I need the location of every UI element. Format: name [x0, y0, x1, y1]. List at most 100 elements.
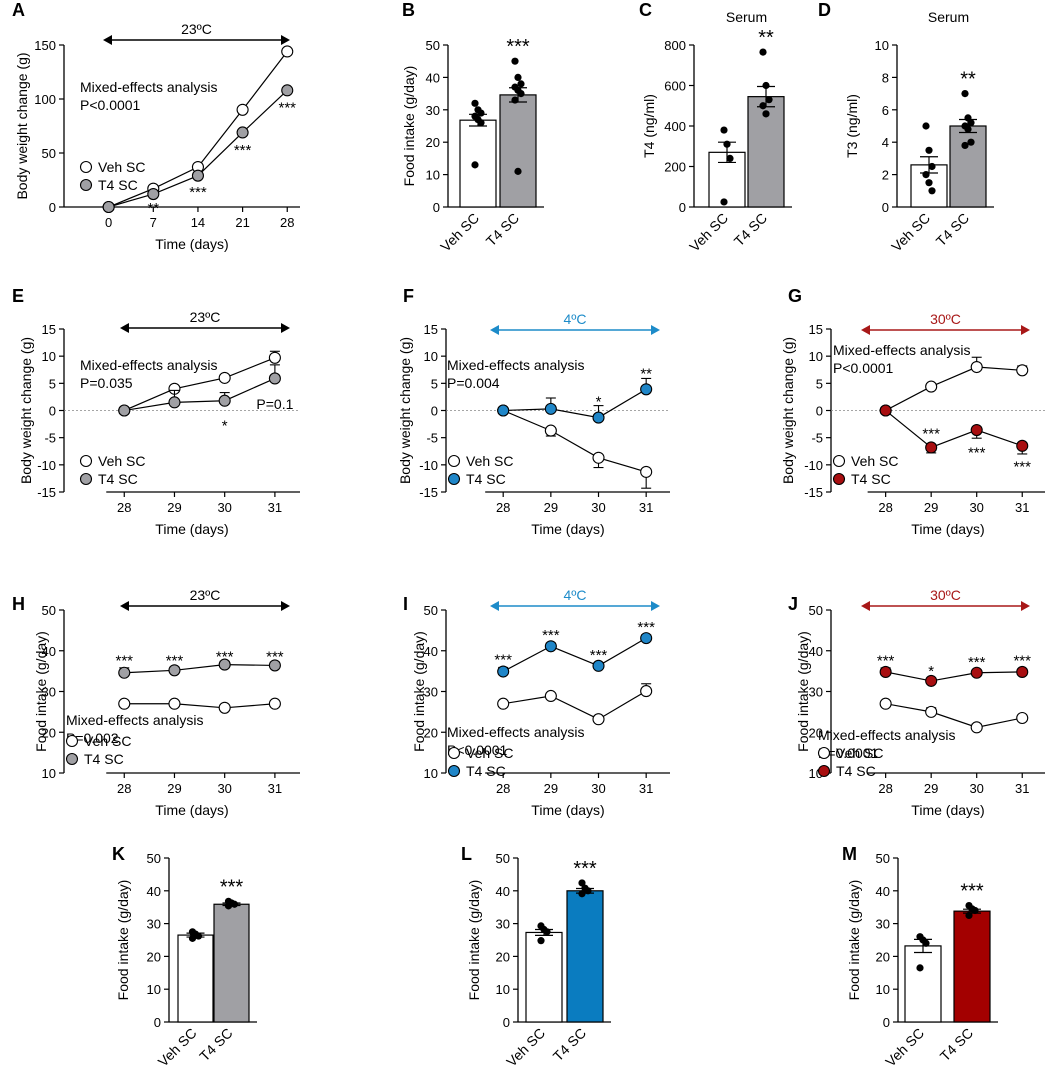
p-value-note: P=0.1 — [256, 396, 293, 412]
panel-title: Serum — [928, 9, 969, 25]
data-point — [268, 697, 281, 710]
stats-test-label: Mixed-effects analysis — [833, 342, 970, 358]
panel-F: F -15 -10 -5 0 5 10 15 28 29 30 31 Time (days) Body w… — [397, 286, 670, 537]
series-veh — [497, 404, 653, 489]
bar — [904, 945, 942, 1023]
x-tick-label: 30 — [591, 781, 605, 796]
x-tick-label: Veh SC — [888, 210, 933, 255]
y-tick-label: 50 — [809, 603, 823, 618]
bar-group-veh: Veh SC — [155, 928, 214, 1070]
y-tick-label: 30 — [42, 685, 56, 700]
legend-label-veh: Veh SC — [98, 159, 145, 175]
legend-marker-t4 — [79, 472, 93, 486]
x-tick-label: 7 — [150, 215, 157, 230]
data-point — [168, 396, 181, 409]
x-tick-label: 28 — [117, 500, 131, 515]
data-point — [970, 424, 983, 437]
legend-label-veh: Veh SC — [851, 453, 898, 469]
data-point — [497, 697, 510, 710]
data-point — [925, 674, 938, 687]
x-tick-label: Veh SC — [882, 1025, 927, 1070]
arrow-head — [120, 323, 129, 333]
data-point — [592, 659, 605, 672]
data-point — [970, 666, 983, 679]
individual-point — [471, 161, 479, 169]
y-tick-label: 50 — [496, 851, 510, 866]
significance-marker: *** — [220, 876, 244, 898]
data-point — [281, 45, 294, 58]
individual-point — [720, 126, 728, 134]
stats-test-label: Mixed-effects analysis — [80, 357, 217, 373]
data-point — [925, 705, 938, 718]
x-axis-title: Time (days) — [155, 802, 228, 818]
data-point — [236, 103, 249, 116]
significance-marker: * — [222, 418, 228, 435]
panel-G: G -15 -10 -5 0 5 10 15 28 29 30 31 Time (days) Body w… — [780, 286, 1045, 537]
x-tick-label: Veh SC — [503, 1025, 548, 1070]
y-tick-label: 0 — [49, 404, 56, 419]
panel-K: K 0 10 20 30 40 50 Food intake (g/day) Veh SCT4 … — [112, 844, 257, 1070]
temperature-label: 30ºC — [930, 587, 961, 603]
panel-label: H — [12, 594, 25, 614]
stats-p-value: P=0.035 — [80, 375, 133, 391]
temperature-arrow: 23ºC — [120, 309, 290, 333]
data-point — [640, 632, 653, 645]
legend-label-t4: T4 SC — [836, 763, 876, 779]
individual-point — [578, 890, 586, 898]
legend-label-veh: Veh SC — [98, 453, 145, 469]
bar — [499, 94, 537, 208]
stats-test-label: Mixed-effects analysis — [818, 727, 955, 743]
panel-label: A — [12, 0, 25, 20]
individual-point — [578, 879, 586, 887]
significance-marker: *** — [1013, 458, 1031, 475]
y-tick-label: 50 — [424, 603, 438, 618]
y-tick-label: 10 — [876, 982, 890, 997]
legend-label-t4: T4 SC — [466, 471, 506, 487]
y-axis-title: Food intake (g/day) — [115, 880, 131, 1001]
individual-point — [964, 125, 972, 133]
x-tick-label: T4 SC — [483, 210, 522, 249]
individual-point — [961, 141, 969, 150]
y-tick-label: 50 — [42, 603, 56, 618]
y-tick-label: 20 — [809, 725, 823, 740]
legend-marker-veh — [832, 454, 846, 468]
individual-point — [925, 146, 933, 154]
series-line — [502, 409, 647, 473]
data-point — [268, 372, 281, 385]
legend-label-veh: Veh SC — [836, 745, 883, 761]
individual-point — [961, 90, 969, 98]
panel-B: B 0 10 20 30 40 50 Food intake (g/day) Veh SC T4 … — [401, 0, 544, 255]
panel-I: I 10 20 30 40 50 28 29 30 31 Time (days) Food intak… — [403, 587, 670, 818]
legend-label-t4: T4 SC — [466, 763, 506, 779]
panel-H: H 10 20 30 40 50 28 29 30 31 Time (days) Food intak… — [12, 587, 300, 818]
individual-point — [471, 99, 479, 107]
x-tick-label: 31 — [639, 500, 653, 515]
series-line — [502, 637, 647, 673]
y-tick-label: 30 — [809, 685, 823, 700]
y-tick-label: -15 — [37, 485, 56, 500]
data-point — [118, 666, 131, 679]
individual-point — [916, 964, 924, 972]
legend-marker-t4 — [817, 764, 831, 778]
individual-point — [477, 119, 485, 127]
y-tick-label: 30 — [147, 917, 161, 932]
bar — [953, 910, 991, 1023]
data-point — [118, 404, 131, 417]
x-tick-label: 28 — [117, 781, 131, 796]
series-line — [885, 703, 1023, 728]
x-tick-label: 30 — [969, 781, 983, 796]
y-tick-label: 6 — [882, 103, 889, 118]
y-tick-label: 0 — [49, 200, 56, 215]
y-tick-label: 50 — [42, 146, 56, 161]
individual-point — [971, 906, 979, 915]
panel-label: M — [842, 844, 857, 864]
temperature-label: 30ºC — [930, 311, 961, 327]
y-tick-label: 30 — [876, 917, 890, 932]
data-point — [168, 664, 181, 677]
arrow-head — [861, 325, 870, 335]
individual-point — [517, 90, 525, 98]
x-tick-label: 28 — [878, 500, 892, 515]
x-tick-label: 29 — [167, 500, 181, 515]
y-tick-label: 0 — [679, 200, 686, 215]
